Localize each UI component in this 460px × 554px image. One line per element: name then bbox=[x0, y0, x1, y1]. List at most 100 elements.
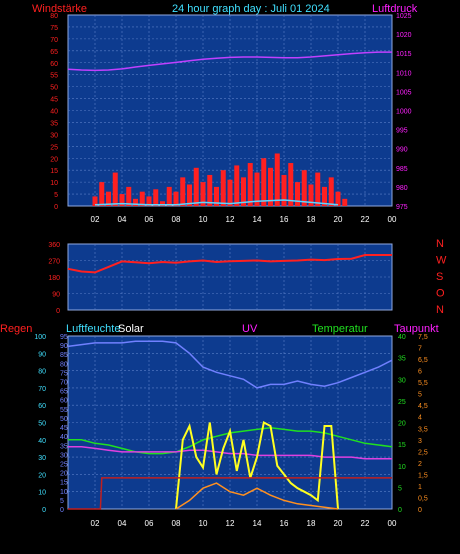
x-tick-label: 12 bbox=[226, 519, 235, 528]
wind-bar bbox=[281, 174, 287, 206]
humidity-tick-label: 50 bbox=[60, 416, 68, 423]
humidity-tick-label: 60 bbox=[60, 398, 68, 405]
wind-bar bbox=[295, 182, 300, 206]
wind-direction-line bbox=[67, 254, 392, 274]
wind-tick-label: 20 bbox=[50, 156, 58, 163]
gust-line bbox=[94, 199, 339, 206]
humidity-line bbox=[67, 340, 393, 389]
temperature-tick-label: 0 bbox=[398, 507, 402, 514]
solar-tick-label: 50 bbox=[38, 421, 46, 428]
chart-panels: 0510152025303540455055606570758097598098… bbox=[34, 13, 447, 528]
wind-bar bbox=[106, 191, 111, 206]
wind-bar bbox=[112, 172, 118, 206]
x-tick-label: 02 bbox=[91, 519, 100, 528]
x-tick-label: 04 bbox=[118, 519, 127, 528]
compass-label: W bbox=[436, 255, 447, 267]
pressure-tick-label: 1005 bbox=[396, 89, 412, 96]
wind-bar bbox=[247, 163, 253, 206]
wind-bar bbox=[146, 196, 152, 206]
wind-tick-label: 0 bbox=[54, 204, 58, 211]
uv-label: UV bbox=[242, 323, 258, 335]
chart-title: 24 hour graph day : Juli 01 2024 bbox=[172, 3, 330, 15]
humidity-tick-label: 90 bbox=[60, 343, 68, 350]
x-tick-label: 08 bbox=[172, 215, 181, 224]
rain-line bbox=[68, 477, 392, 510]
temperature-tick-label: 15 bbox=[398, 442, 406, 449]
solar-tick-label: 10 bbox=[38, 490, 46, 497]
x-tick-label: 00 bbox=[388, 215, 397, 224]
dewpoint-tick-label: 2,5 bbox=[418, 449, 428, 456]
wind-bar bbox=[328, 177, 334, 206]
x-tick-label: 16 bbox=[280, 215, 289, 224]
dewpoint-tick-label: 5 bbox=[418, 392, 422, 399]
solar-label: Solar bbox=[118, 323, 144, 335]
x-tick-label: 04 bbox=[118, 215, 127, 224]
wind-bar bbox=[153, 189, 159, 206]
pressure-tick-label: 1025 bbox=[396, 13, 412, 20]
compass-label: N bbox=[436, 238, 444, 250]
dewpoint-tick-label: 1,5 bbox=[418, 472, 428, 479]
wind-bar bbox=[193, 167, 199, 206]
pressure-axis-title: Luftdruck bbox=[372, 3, 418, 15]
temperature-label: Temperatur bbox=[312, 323, 368, 335]
x-tick-label: 00 bbox=[388, 519, 397, 528]
solar-tick-label: 60 bbox=[38, 403, 46, 410]
wind-tick-label: 45 bbox=[50, 97, 58, 104]
wind-tick-label: 40 bbox=[50, 109, 58, 116]
solar-line bbox=[175, 420, 339, 510]
direction-tick-label: 90 bbox=[52, 292, 60, 299]
wind-bar bbox=[214, 186, 219, 206]
humidity-tick-label: 65 bbox=[60, 389, 68, 396]
dewpoint-label: Taupunkt bbox=[394, 323, 439, 335]
dewpoint-tick-label: 7 bbox=[418, 346, 422, 353]
humidity-tick-label: 40 bbox=[60, 434, 68, 441]
x-tick-label: 02 bbox=[91, 215, 100, 224]
solar-tick-label: 40 bbox=[38, 438, 46, 445]
x-tick-label: 22 bbox=[361, 519, 370, 528]
wind-bar bbox=[301, 170, 307, 206]
solar-tick-label: 30 bbox=[38, 455, 46, 462]
humidity-tick-label: 55 bbox=[60, 407, 68, 414]
dewpoint-tick-label: 3 bbox=[418, 438, 422, 445]
humidity-tick-label: 80 bbox=[60, 361, 68, 368]
wind-bar bbox=[335, 191, 341, 206]
x-tick-label: 10 bbox=[199, 215, 208, 224]
wind-bar bbox=[99, 182, 105, 206]
wind-tick-label: 65 bbox=[50, 49, 58, 56]
temperature-tick-label: 30 bbox=[398, 377, 406, 384]
humidity-tick-label: 0 bbox=[60, 507, 64, 514]
wind-bar bbox=[119, 194, 125, 206]
solar-tick-label: 70 bbox=[38, 386, 46, 393]
humidity-tick-label: 5 bbox=[60, 498, 64, 505]
wind-bar bbox=[126, 186, 132, 206]
x-tick-label: 08 bbox=[172, 519, 181, 528]
solar-tick-label: 100 bbox=[34, 334, 46, 341]
x-tick-label: 10 bbox=[199, 519, 208, 528]
wind-tick-label: 55 bbox=[50, 73, 58, 80]
wind-bar bbox=[288, 163, 294, 206]
wind-bar bbox=[268, 167, 273, 206]
pressure-line bbox=[67, 51, 392, 72]
pressure-tick-label: 1020 bbox=[396, 32, 412, 39]
dewpoint-line bbox=[68, 445, 392, 460]
wind-axis-title: Windstärke bbox=[32, 3, 87, 15]
solar-tick-label: 0 bbox=[42, 507, 46, 514]
x-tick-label: 20 bbox=[334, 215, 343, 224]
x-tick-label: 20 bbox=[334, 519, 343, 528]
pressure-tick-label: 1010 bbox=[396, 70, 412, 77]
wind-bar bbox=[133, 198, 138, 206]
wind-bar bbox=[241, 177, 246, 206]
uv-line bbox=[175, 482, 339, 510]
pressure-tick-label: 975 bbox=[396, 204, 408, 211]
pressure-tick-label: 980 bbox=[396, 185, 408, 192]
humidity-tick-label: 35 bbox=[60, 443, 68, 450]
dewpoint-tick-label: 7,5 bbox=[418, 334, 428, 341]
wind-bar bbox=[308, 184, 314, 206]
temperature-tick-label: 40 bbox=[398, 334, 406, 341]
dewpoint-tick-label: 4,5 bbox=[418, 403, 428, 410]
wind-tick-label: 70 bbox=[50, 37, 58, 44]
humidity-tick-label: 30 bbox=[60, 452, 68, 459]
humidity-tick-label: 45 bbox=[60, 425, 68, 432]
temperature-tick-label: 25 bbox=[398, 399, 406, 406]
